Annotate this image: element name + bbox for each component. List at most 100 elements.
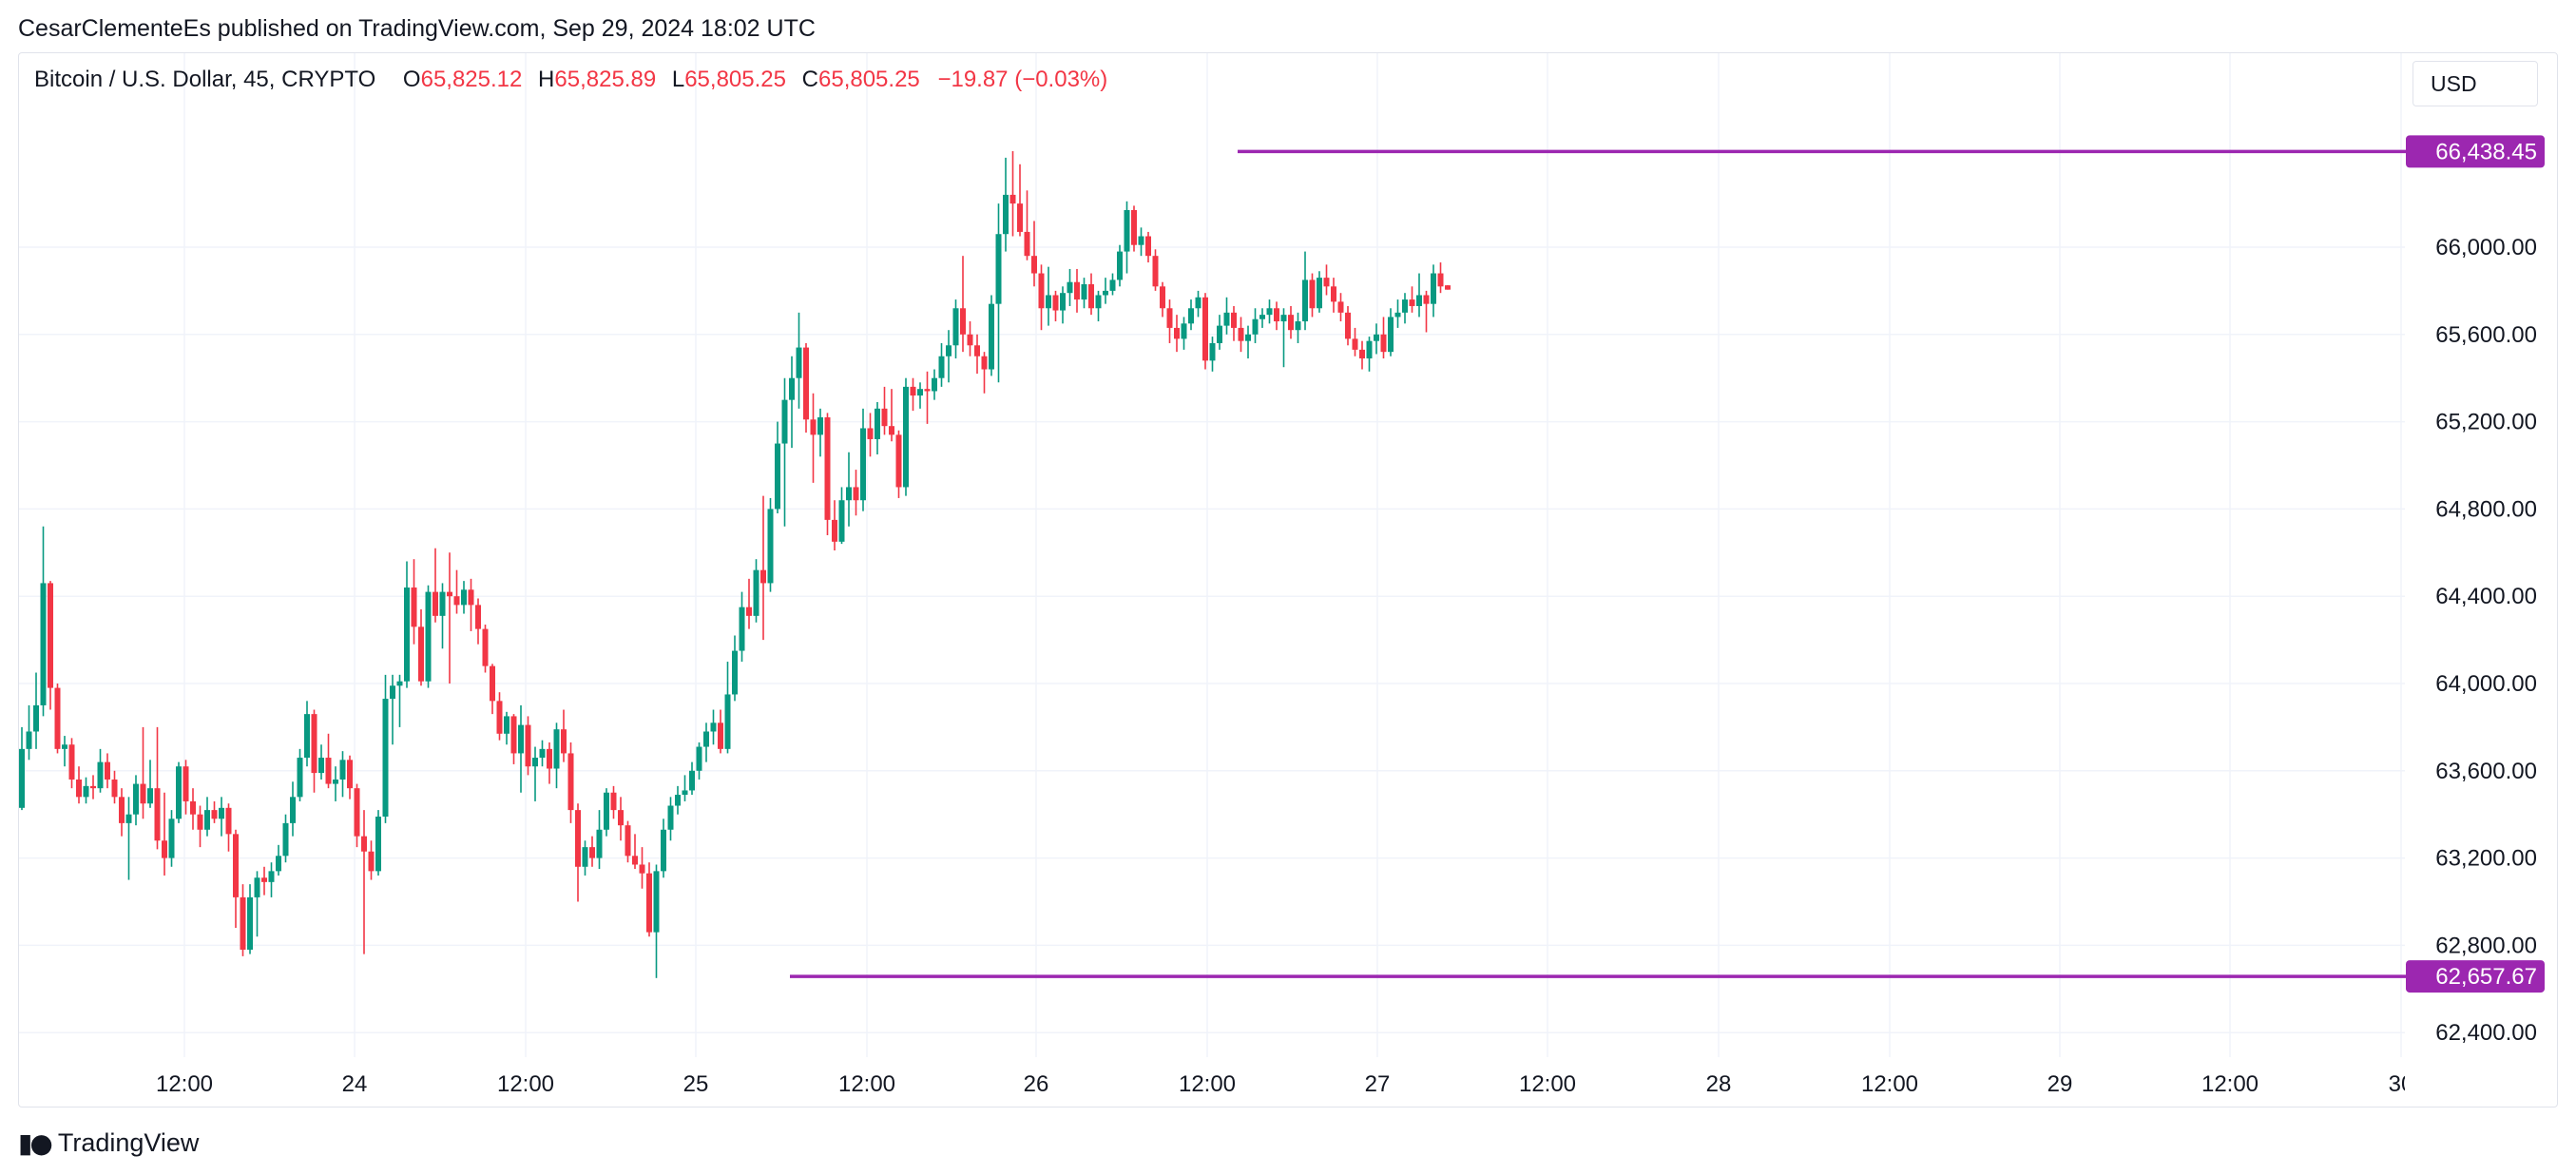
price-tick-label: 66,000.00 xyxy=(2435,235,2537,260)
candle-body xyxy=(119,797,125,823)
tradingview-logo[interactable]: ▮● TradingView xyxy=(18,1127,199,1159)
candle-body xyxy=(518,724,524,754)
candle-body xyxy=(1359,349,1365,359)
candle-body xyxy=(946,345,952,356)
time-tick-label: 24 xyxy=(342,1071,368,1097)
horizontal-levels xyxy=(790,149,2407,978)
candle-body xyxy=(917,389,923,396)
candle-body xyxy=(1317,278,1322,309)
candle-body xyxy=(853,487,859,501)
candle-body xyxy=(204,810,210,830)
candle-body xyxy=(1160,286,1165,309)
time-tick-label: 28 xyxy=(1706,1071,1732,1097)
candle-body xyxy=(375,816,381,872)
candle-body xyxy=(689,770,695,791)
candle-body xyxy=(1374,334,1379,341)
candle-body xyxy=(439,591,446,616)
candle-body xyxy=(1223,312,1230,326)
candle-body xyxy=(1394,312,1401,318)
candle-body xyxy=(504,716,509,734)
candle-body xyxy=(225,807,232,835)
price-tick-label: 65,200.00 xyxy=(2435,410,2537,435)
candle-body xyxy=(1445,285,1451,290)
candle-body xyxy=(938,356,945,378)
symbol-title[interactable]: Bitcoin / U.S. Dollar, 45, CRYPTO xyxy=(34,67,376,92)
candle-body xyxy=(147,788,153,804)
candle-body xyxy=(418,626,424,682)
candle-body xyxy=(1416,295,1422,306)
candle-body xyxy=(318,758,324,774)
candle-body xyxy=(696,746,702,771)
candle-body xyxy=(297,758,303,798)
candle-body xyxy=(575,810,581,867)
level-label-text: 62,657.67 xyxy=(2435,964,2537,990)
price-tick-label: 65,600.00 xyxy=(2435,322,2537,348)
candle-body xyxy=(1352,338,1358,350)
currency-button[interactable]: USD xyxy=(2413,61,2538,106)
candle-body xyxy=(960,308,966,335)
candle-body xyxy=(1202,297,1208,361)
candle-body xyxy=(1431,273,1436,304)
candle-body xyxy=(995,234,1002,304)
price-tick-label: 64,000.00 xyxy=(2435,671,2537,697)
candle-body xyxy=(753,569,759,616)
candle-body xyxy=(411,588,417,627)
candle-body xyxy=(105,761,110,780)
time-tick-label: 12:00 xyxy=(1519,1071,1576,1097)
candle-body xyxy=(1074,281,1080,300)
candle-body xyxy=(1259,315,1265,319)
candle-body xyxy=(646,873,652,933)
candle-body xyxy=(168,819,175,858)
candle-body xyxy=(1052,295,1059,311)
candle-body xyxy=(268,871,275,882)
candle-body xyxy=(433,591,438,616)
candle-body xyxy=(247,896,253,950)
candle-body xyxy=(1131,209,1137,245)
candle-body xyxy=(1252,318,1259,335)
candle-body xyxy=(254,877,260,897)
candle-body xyxy=(846,487,852,501)
candle-body xyxy=(190,800,196,815)
high-value: 65,825.89 xyxy=(554,67,657,92)
candle-body xyxy=(675,795,681,806)
candle-body xyxy=(824,417,831,520)
candle-body xyxy=(97,761,104,789)
candle-body xyxy=(881,408,888,427)
candle-body xyxy=(1138,236,1144,245)
candle-body xyxy=(1109,279,1116,291)
candle-body xyxy=(1302,279,1308,322)
candle-body xyxy=(910,386,916,396)
candle-body xyxy=(1145,236,1151,257)
candle-body xyxy=(311,714,317,774)
candle-body xyxy=(290,797,296,823)
candle-body xyxy=(817,417,823,435)
candle-body xyxy=(1309,279,1316,309)
candle-body xyxy=(1288,315,1294,331)
time-tick-label: 25 xyxy=(683,1071,709,1097)
candle-body xyxy=(604,792,609,830)
candle-body xyxy=(162,840,167,858)
candle-body xyxy=(1366,340,1373,359)
candle-body xyxy=(333,779,338,784)
candle-body xyxy=(924,389,931,392)
candle-body xyxy=(974,345,980,356)
candle-body xyxy=(739,607,745,651)
time-tick-label: 30 xyxy=(2389,1071,2414,1097)
candle-body xyxy=(339,760,346,780)
candle-body xyxy=(703,731,709,747)
level-label-bg xyxy=(2406,135,2545,168)
candle-body xyxy=(211,810,218,819)
candle-body xyxy=(447,591,452,597)
candle-body xyxy=(1238,327,1244,341)
candle-body xyxy=(325,758,332,784)
candle-body xyxy=(76,779,82,798)
candle-body xyxy=(475,605,481,629)
price-tick-label: 62,400.00 xyxy=(2435,1020,2537,1046)
candle-body xyxy=(589,847,595,858)
candle-body xyxy=(1295,321,1301,331)
chart-frame xyxy=(18,52,2558,1108)
candle-body xyxy=(775,443,780,510)
candle-body xyxy=(1009,194,1016,204)
candle-body xyxy=(347,760,353,789)
